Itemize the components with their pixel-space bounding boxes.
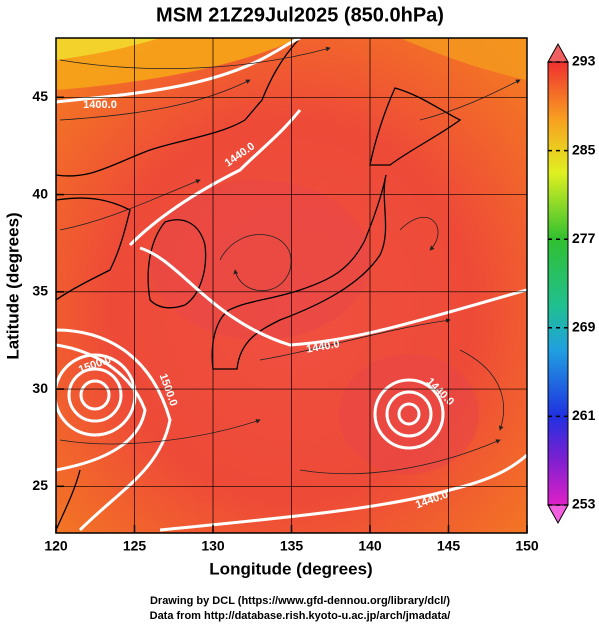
x-tick-label: 125 [123,538,147,554]
x-tick-label: 120 [44,538,68,554]
contour-label: 1400.0 [83,99,117,111]
x-axis-label: Longitude (degrees) [209,559,372,578]
colorbar-tick-label: 277 [572,230,596,246]
footer-line: Drawing by DCL (https://www.gfd-dennou.o… [150,595,450,607]
map-field: 1400.0 1440.0 1440.0 1500.0 1500.0 1440.… [56,38,527,533]
y-tick-label: 35 [32,283,48,299]
colorbar-tick-label: 285 [572,141,596,157]
title: MSM 21Z29Jul2025 (850.0hPa) [156,4,444,26]
x-tick-label: 130 [201,538,225,554]
y-tick-label: 40 [32,185,48,201]
colorbar-tick-label: 253 [572,496,596,512]
y-tick-label: 45 [32,88,48,104]
colorbar-tick-label: 261 [572,407,596,423]
contour-label: 1440.0 [305,338,340,356]
x-tick-label: 140 [358,538,382,554]
y-tick-label: 25 [32,477,48,493]
y-tick-label: 30 [32,380,48,396]
footer-line: Data from http://database.rish.kyoto-u.a… [150,610,451,622]
colorbar [547,61,569,506]
y-axis-label: Latitude (degrees) [3,212,22,359]
colorbar-tick-label: 269 [572,319,596,335]
x-tick-label: 135 [280,538,304,554]
x-tick-label: 150 [515,538,539,554]
colorbar-min-arrow [547,504,569,525]
colorbar-tick-label: 293 [572,53,596,69]
x-tick-label: 145 [437,538,461,554]
colorbar-max-arrow [547,42,569,63]
